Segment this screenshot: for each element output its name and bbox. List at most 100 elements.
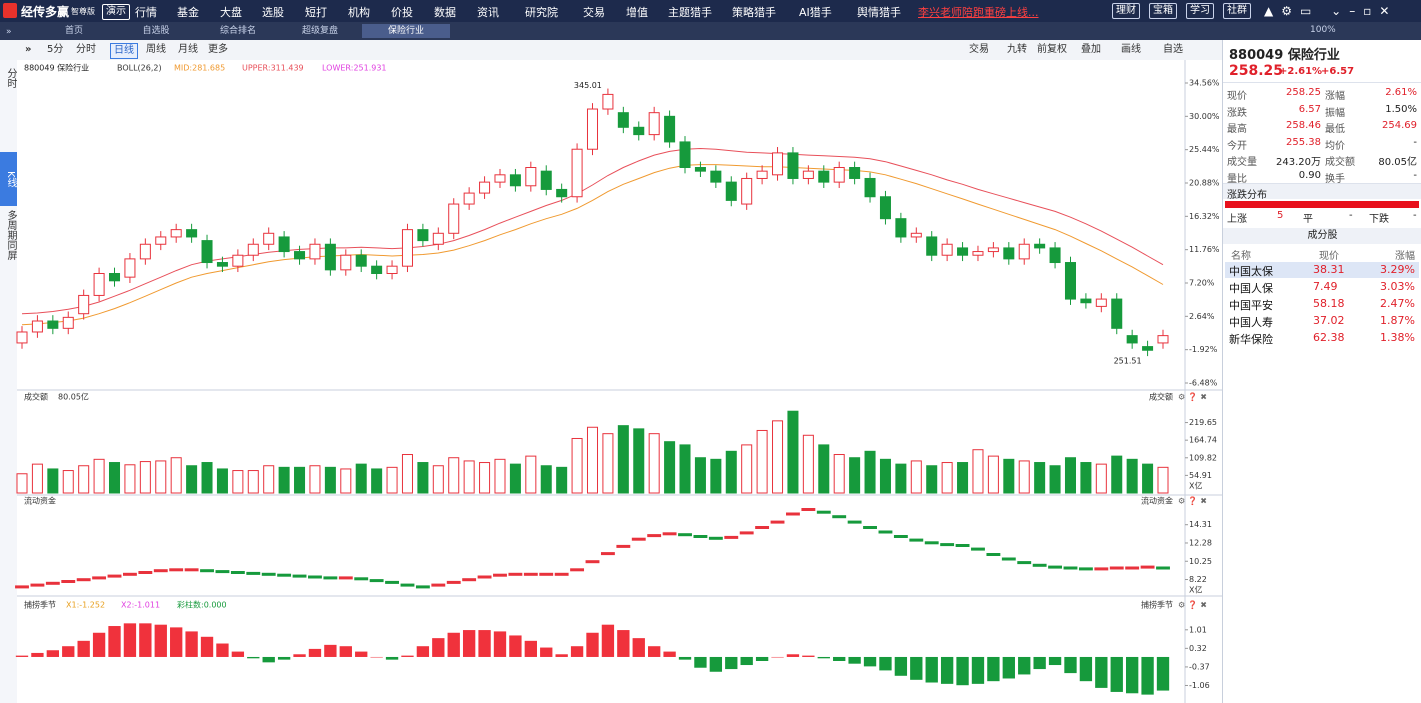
- season-bar: [1110, 656, 1123, 692]
- candle-body: [910, 232, 922, 238]
- menu-button[interactable]: 宝箱: [1149, 3, 1177, 19]
- tab[interactable]: 超级复盘: [301, 26, 338, 36]
- tab[interactable]: 综合排名: [219, 26, 256, 36]
- toolbar-item[interactable]: 自选: [1163, 44, 1183, 55]
- volume-bar: [664, 441, 676, 494]
- toolbar-item[interactable]: 更多: [208, 44, 228, 55]
- component-name: 中国太保: [1229, 265, 1273, 278]
- menu-item[interactable]: 数据: [434, 6, 456, 19]
- sidebar-item[interactable]: 多周期同屏: [5, 210, 16, 260]
- volume-bar: [818, 444, 830, 494]
- volume-bar: [186, 465, 198, 494]
- toolbar-item[interactable]: 周线: [146, 44, 166, 55]
- flow-mark: [45, 581, 60, 585]
- season-bar: [262, 656, 275, 663]
- candle-body: [648, 112, 660, 136]
- menu-button[interactable]: 理财: [1112, 3, 1140, 19]
- candle-body: [849, 167, 861, 179]
- panel-title-right: 捕捞季节: [1141, 600, 1173, 610]
- menu-item[interactable]: 增值: [626, 6, 648, 19]
- menu-item[interactable]: 策略猎手: [732, 6, 776, 19]
- tab[interactable]: 首页: [64, 26, 83, 36]
- toolbar-item[interactable]: 日线: [110, 43, 138, 59]
- y-tick-label: 109.82: [1189, 453, 1217, 462]
- flow-mark: [554, 572, 569, 576]
- toolbar-item[interactable]: 分时: [76, 44, 96, 55]
- legend-item: 彩柱数:0.000: [177, 600, 227, 610]
- flow-mark: [708, 536, 723, 540]
- toolbar-item[interactable]: 交易: [969, 44, 989, 55]
- component-row[interactable]: 中国平安 58.18 2.47%: [1225, 296, 1419, 312]
- menu-item[interactable]: 基金: [177, 6, 199, 19]
- menu-item[interactable]: 舆情猎手: [857, 6, 901, 19]
- season-bar: [154, 624, 167, 657]
- quote-label: 量比: [1227, 173, 1247, 185]
- candle-body: [109, 272, 121, 282]
- toolbar-item[interactable]: 5分: [47, 44, 64, 55]
- flow-mark: [523, 572, 538, 576]
- component-pct: 3.03%: [1380, 280, 1415, 293]
- toolbar-item[interactable]: 九转: [1007, 44, 1027, 55]
- sidebar-item[interactable]: 分时: [5, 68, 16, 88]
- toolbar-item[interactable]: 叠加: [1081, 44, 1101, 55]
- quote-row: 涨跌 6.57 振幅 1.50%: [1227, 102, 1417, 119]
- menu-item[interactable]: AI猎手: [799, 6, 832, 19]
- menu-item[interactable]: 主题猎手: [668, 6, 712, 19]
- menu-button[interactable]: 社群: [1223, 3, 1251, 19]
- menu-item[interactable]: 资讯: [477, 6, 499, 19]
- candle-body: [1142, 346, 1154, 351]
- component-row[interactable]: 中国人保 7.49 3.03%: [1225, 279, 1419, 295]
- flow-mark: [323, 576, 338, 580]
- menu-item[interactable]: 机构: [348, 6, 370, 19]
- flow-mark: [292, 574, 307, 578]
- flow-mark: [400, 583, 415, 587]
- flow-mark: [847, 520, 862, 524]
- menu-item[interactable]: 研究院: [525, 6, 558, 19]
- candle-body: [1018, 243, 1030, 260]
- volume-bar: [679, 444, 691, 494]
- menu-button[interactable]: 学习: [1186, 3, 1214, 19]
- toolbar-item[interactable]: 画线: [1121, 44, 1141, 55]
- sidebar-item[interactable]: K线: [0, 152, 17, 206]
- candle-body: [879, 196, 891, 220]
- legend-item: UPPER:311.439: [242, 64, 304, 73]
- component-row[interactable]: 中国太保 38.31 3.29%: [1225, 262, 1419, 278]
- candle-body: [1049, 247, 1061, 264]
- dist-item: -: [1413, 210, 1417, 221]
- quote-label: 最低: [1325, 124, 1345, 135]
- toolbar-item[interactable]: 月线: [178, 44, 198, 55]
- tab[interactable]: 保险行业: [362, 24, 450, 38]
- dist-item: -: [1349, 210, 1353, 221]
- quote-value: 255.38: [1286, 136, 1321, 148]
- promo[interactable]: 李兴老师陪跑重磅上线...: [918, 6, 1039, 19]
- flow-mark: [662, 532, 677, 536]
- collapse[interactable]: »: [25, 44, 32, 55]
- tab[interactable]: 自选股: [142, 26, 170, 36]
- flow-mark: [600, 552, 615, 556]
- volume-bar: [201, 462, 213, 494]
- candle-body: [833, 167, 845, 183]
- quote-price: 258.25: [1229, 63, 1284, 79]
- component-row[interactable]: 新华保险 62.38 1.38%: [1225, 330, 1419, 346]
- menu-item[interactable]: 价投: [391, 6, 413, 19]
- panel-icons: ⚙ ❓ ✖: [1178, 496, 1207, 506]
- season-bar: [432, 638, 445, 657]
- component-row[interactable]: 中国人寿 37.02 1.87%: [1225, 313, 1419, 329]
- flow-mark: [863, 526, 877, 529]
- candle-body: [247, 243, 259, 256]
- season-bar: [478, 630, 491, 657]
- flow-mark: [122, 572, 137, 576]
- toolbar-item[interactable]: 前复权: [1037, 44, 1067, 55]
- menu-item[interactable]: 行情: [135, 6, 157, 19]
- y-tick-label: -6.48%: [1189, 379, 1218, 388]
- menu-item[interactable]: 短打: [305, 6, 327, 19]
- quote-label: 均价: [1325, 140, 1345, 152]
- flow-mark: [200, 569, 214, 573]
- season-bar: [462, 630, 476, 657]
- demo[interactable]: 演示: [102, 4, 130, 20]
- menu-item[interactable]: 选股: [262, 6, 284, 19]
- volume-bar: [710, 458, 722, 494]
- menu-item[interactable]: 大盘: [220, 6, 242, 19]
- component-price: 38.31: [1313, 263, 1345, 276]
- menu-item[interactable]: 交易: [583, 6, 605, 19]
